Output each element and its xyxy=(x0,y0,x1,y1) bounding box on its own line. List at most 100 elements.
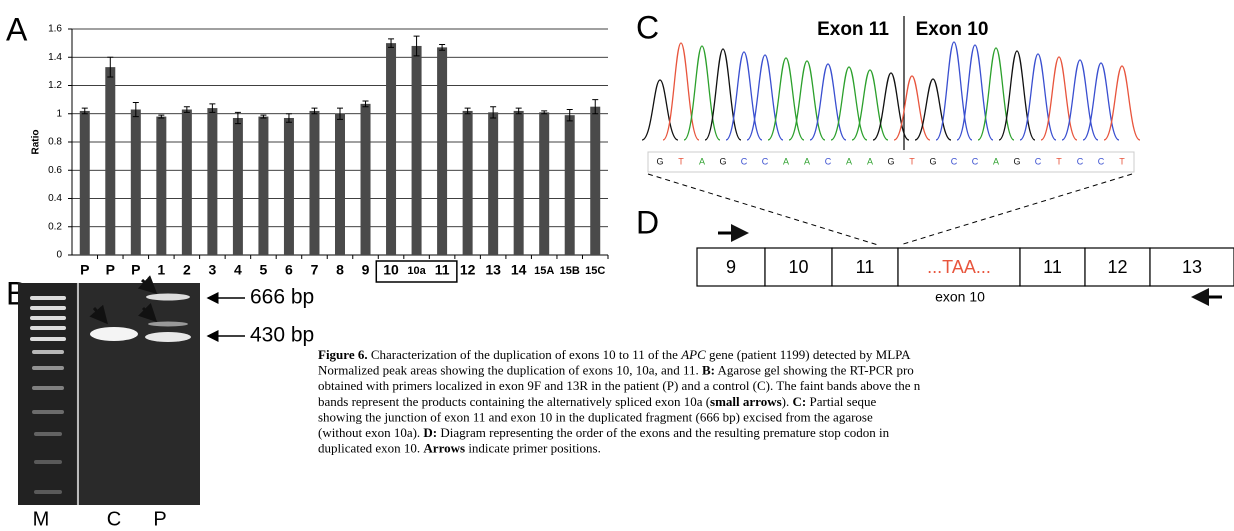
caption-line: obtained with primers localized in exon … xyxy=(318,378,921,393)
caption-line: (without exon 10a). D: Diagram represent… xyxy=(318,425,890,440)
caption-text: (without exon 10a). xyxy=(318,425,423,440)
x-tick-label: 14 xyxy=(511,262,527,278)
bar xyxy=(539,112,549,255)
bar xyxy=(514,111,524,255)
gel-image xyxy=(18,280,200,505)
x-tick-label: 4 xyxy=(234,262,242,278)
bar xyxy=(156,117,166,255)
trace-peak xyxy=(747,55,783,140)
trace-peak xyxy=(642,80,678,140)
caption-line: showing the junction of exon 11 and exon… xyxy=(318,409,873,424)
exon-number: 11 xyxy=(1043,257,1062,277)
caption-text: Partial seque xyxy=(806,394,876,409)
x-tick-label: P xyxy=(106,262,115,278)
base-call: A xyxy=(804,156,810,166)
x-tick-label: 6 xyxy=(285,262,293,278)
trace-peak xyxy=(1104,66,1140,140)
trace-peak xyxy=(789,61,825,140)
base-call: A xyxy=(846,156,852,166)
bar xyxy=(437,47,447,255)
bar xyxy=(258,117,268,255)
trace-peak xyxy=(705,49,741,140)
caption-text: Diagram representing the order of the ex… xyxy=(437,425,889,440)
y-axis-label: Ratio xyxy=(31,130,42,155)
exon-label: Exon 11 xyxy=(817,19,889,40)
x-tick-label: 9 xyxy=(362,262,370,278)
base-call: T xyxy=(678,156,684,166)
exon-diagram: 91011...TAA...111213 xyxy=(697,248,1234,286)
trace-peak xyxy=(999,51,1035,140)
lane-label: P xyxy=(153,508,166,530)
caption-text: obtained with primers localized in exon … xyxy=(318,378,921,393)
x-tick-label: 3 xyxy=(208,262,216,278)
caption-text: Characterization of the duplication of e… xyxy=(368,347,682,362)
exon-number: ...TAA... xyxy=(927,257,991,277)
base-call: T xyxy=(1056,156,1062,166)
caption-text: bands represent the products containing … xyxy=(318,394,710,409)
trace-peak xyxy=(1041,57,1077,140)
x-tick-label: 2 xyxy=(183,262,191,278)
y-tick-label: 0.4 xyxy=(48,193,62,204)
base-call: G xyxy=(719,156,726,166)
caption-text: Agarose gel showing the RT-PCR pro xyxy=(715,363,914,378)
trace-peak xyxy=(726,52,762,140)
bar xyxy=(463,111,473,255)
bar xyxy=(182,110,192,255)
x-tick-label: 7 xyxy=(311,262,319,278)
lane-label: M xyxy=(33,508,50,530)
base-call: T xyxy=(1119,156,1125,166)
caption-text: APC xyxy=(680,347,706,362)
caption: Figure 6. Characterization of the duplic… xyxy=(318,347,921,456)
trace-peak xyxy=(1083,63,1119,140)
caption-text: B: xyxy=(702,363,715,378)
lane-label: C xyxy=(107,508,121,530)
caption-line: duplicated exon 10. Arrows indicate prim… xyxy=(318,441,601,456)
bar xyxy=(207,108,217,255)
caption-line: Normalized peak areas showing the duplic… xyxy=(318,363,914,378)
caption-line: bands represent the products containing … xyxy=(318,394,876,409)
bar xyxy=(488,112,498,255)
panel-label: C xyxy=(636,9,659,45)
base-call: C xyxy=(972,156,979,166)
trace-peak xyxy=(1062,60,1098,140)
trace-peak xyxy=(1020,54,1056,140)
caption-text: indicate primer positions. xyxy=(465,441,601,456)
caption-text: small arrows xyxy=(710,394,782,409)
caption-text: C: xyxy=(793,394,807,409)
x-tick-label: P xyxy=(131,262,140,278)
x-tick-label: 15B xyxy=(560,265,580,277)
exon-number: 10 xyxy=(788,257,808,277)
caption-text: Normalized peak areas showing the duplic… xyxy=(318,363,702,378)
base-call: C xyxy=(1077,156,1084,166)
bar xyxy=(80,111,90,255)
base-call: C xyxy=(825,156,832,166)
y-tick-label: 1.2 xyxy=(48,80,62,91)
base-call: A xyxy=(867,156,873,166)
band-size: 430 bp xyxy=(250,324,314,347)
x-tick-label: P xyxy=(80,262,89,278)
x-tick-label: 5 xyxy=(260,262,268,278)
bar xyxy=(590,107,600,255)
base-call: A xyxy=(699,156,705,166)
bar xyxy=(412,46,422,255)
y-tick-label: 1.6 xyxy=(48,24,62,35)
figure: A B C D Ratio 666 bp 430 bp M C P Exon 1… xyxy=(0,0,1234,531)
caption-text: ). xyxy=(782,394,793,409)
caption-text: showing the junction of exon 11 and exon… xyxy=(318,409,873,424)
base-call: C xyxy=(1035,156,1042,166)
exon-note: exon 10 xyxy=(935,289,985,305)
base-call: A xyxy=(993,156,999,166)
trace-peak xyxy=(831,67,867,140)
exon-number: 11 xyxy=(856,257,875,277)
y-tick-label: 1.4 xyxy=(48,52,62,63)
exon-number: 12 xyxy=(1107,257,1127,277)
base-call: A xyxy=(783,156,789,166)
bar xyxy=(565,115,575,255)
caption-text: gene (patient 1199) detected by MLPA xyxy=(706,347,911,362)
base-call: G xyxy=(656,156,663,166)
bar xyxy=(105,67,115,255)
base-call: G xyxy=(887,156,894,166)
panel-label: D xyxy=(636,204,659,240)
trace-peak xyxy=(852,70,888,140)
